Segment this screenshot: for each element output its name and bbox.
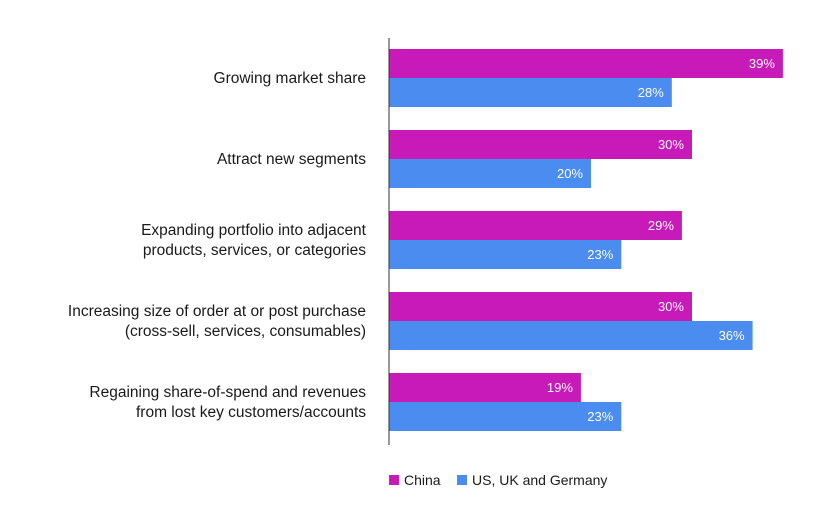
value-label: 28%: [638, 85, 664, 100]
legend-swatch: [457, 475, 467, 485]
bar-us-uk-germany: [389, 321, 753, 350]
bar-us-uk-germany: [389, 78, 672, 107]
value-label: 29%: [648, 218, 674, 233]
value-label: 30%: [658, 299, 684, 314]
value-label: 19%: [547, 380, 573, 395]
value-label: 39%: [749, 56, 775, 71]
bar-china: [389, 130, 692, 159]
category-label: Growing market share: [214, 70, 366, 87]
bar-china: [389, 292, 692, 321]
category-label: (cross-sell, services, consumables): [125, 323, 366, 340]
legend-label: US, UK and Germany: [472, 472, 607, 488]
value-label: 20%: [557, 166, 583, 181]
legend-swatch: [389, 475, 399, 485]
bar-us-uk-germany: [389, 240, 622, 269]
category-label: Expanding portfolio into adjacent: [141, 222, 367, 239]
bar-us-uk-germany: [389, 402, 622, 431]
category-label: Attract new segments: [217, 151, 366, 168]
value-label: 36%: [719, 328, 745, 343]
legend: China US, UK and Germany: [389, 472, 607, 488]
value-label: 23%: [587, 247, 613, 262]
legend-label: China: [404, 472, 441, 488]
value-label: 30%: [658, 137, 684, 152]
category-labels-group: Growing market share Attract new segments…: [68, 70, 367, 421]
bar-china: [389, 49, 783, 78]
bars-group: 39% 28% 30% 20% 29% 23% 30% 36% 19% 23%: [389, 49, 783, 431]
category-label: Increasing size of order at or post purc…: [68, 303, 366, 320]
category-label: Regaining share-of-spend and revenues: [89, 384, 366, 401]
category-label: products, services, or categories: [143, 242, 366, 259]
bar-china: [389, 211, 682, 240]
value-label: 23%: [587, 409, 613, 424]
category-label: from lost key customers/accounts: [136, 404, 366, 421]
bar-china: [389, 373, 581, 402]
bar-us-uk-germany: [389, 159, 591, 188]
